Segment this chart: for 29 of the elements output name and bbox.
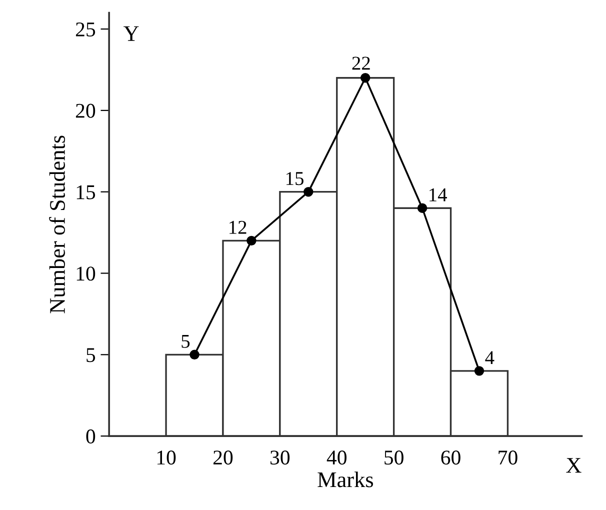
text: X: [566, 458, 582, 473]
data-label: 5: [182, 334, 190, 348]
data-label: 12: [230, 220, 246, 234]
data-label: 22: [352, 56, 370, 70]
y-tick-label: 10: [76, 266, 96, 281]
x-tick-label: 70: [498, 450, 518, 465]
point: [417, 203, 428, 213]
y-tick-label: 0: [86, 429, 96, 444]
data-label: 15: [286, 172, 304, 186]
point: [304, 186, 314, 197]
point: [246, 236, 256, 246]
annotation: Y: [124, 26, 139, 41]
y-axis-title: Number of Students: [49, 136, 65, 314]
y-tick-label: 15: [76, 185, 96, 200]
x-tick-label: 10: [157, 450, 176, 465]
x-tick-label: 20: [213, 450, 233, 465]
y-tick-label: 20: [76, 104, 96, 118]
x-tick-label: 50: [384, 450, 404, 465]
x-tick-label: 40: [326, 450, 346, 465]
x-tick-label: 30: [270, 450, 290, 465]
y-tick-label: 5: [86, 348, 96, 362]
x-tick-label: 60: [441, 450, 460, 465]
point: [474, 366, 484, 376]
point: [190, 350, 200, 360]
data-label: 14: [430, 188, 447, 202]
point: [360, 73, 370, 83]
y-tick-label: 25: [76, 22, 96, 36]
x-axis-title: Marks: [318, 472, 374, 488]
data-label: 4: [485, 351, 494, 364]
